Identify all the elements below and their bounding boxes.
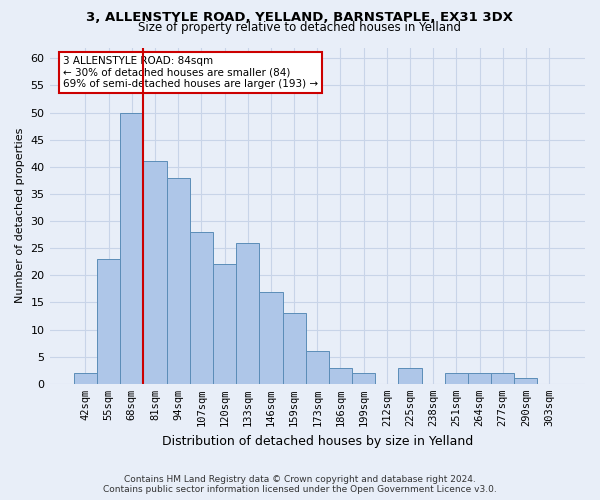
Bar	[283, 314, 305, 384]
Bar	[329, 368, 352, 384]
Text: Contains HM Land Registry data © Crown copyright and database right 2024.
Contai: Contains HM Land Registry data © Crown c…	[103, 474, 497, 494]
Bar	[398, 368, 422, 384]
Bar	[213, 264, 236, 384]
Bar	[190, 232, 213, 384]
Bar	[236, 243, 259, 384]
Bar	[491, 373, 514, 384]
Text: Size of property relative to detached houses in Yelland: Size of property relative to detached ho…	[139, 22, 461, 35]
Y-axis label: Number of detached properties: Number of detached properties	[15, 128, 25, 304]
Bar	[167, 178, 190, 384]
Bar	[259, 292, 283, 384]
Bar	[74, 373, 97, 384]
Bar	[143, 162, 167, 384]
Bar	[352, 373, 375, 384]
Bar	[445, 373, 468, 384]
Bar	[97, 259, 120, 384]
Bar	[468, 373, 491, 384]
Text: 3, ALLENSTYLE ROAD, YELLAND, BARNSTAPLE, EX31 3DX: 3, ALLENSTYLE ROAD, YELLAND, BARNSTAPLE,…	[86, 11, 514, 24]
Bar	[514, 378, 538, 384]
Bar	[305, 352, 329, 384]
Bar	[120, 112, 143, 384]
X-axis label: Distribution of detached houses by size in Yelland: Distribution of detached houses by size …	[161, 434, 473, 448]
Text: 3 ALLENSTYLE ROAD: 84sqm
← 30% of detached houses are smaller (84)
69% of semi-d: 3 ALLENSTYLE ROAD: 84sqm ← 30% of detach…	[63, 56, 318, 89]
